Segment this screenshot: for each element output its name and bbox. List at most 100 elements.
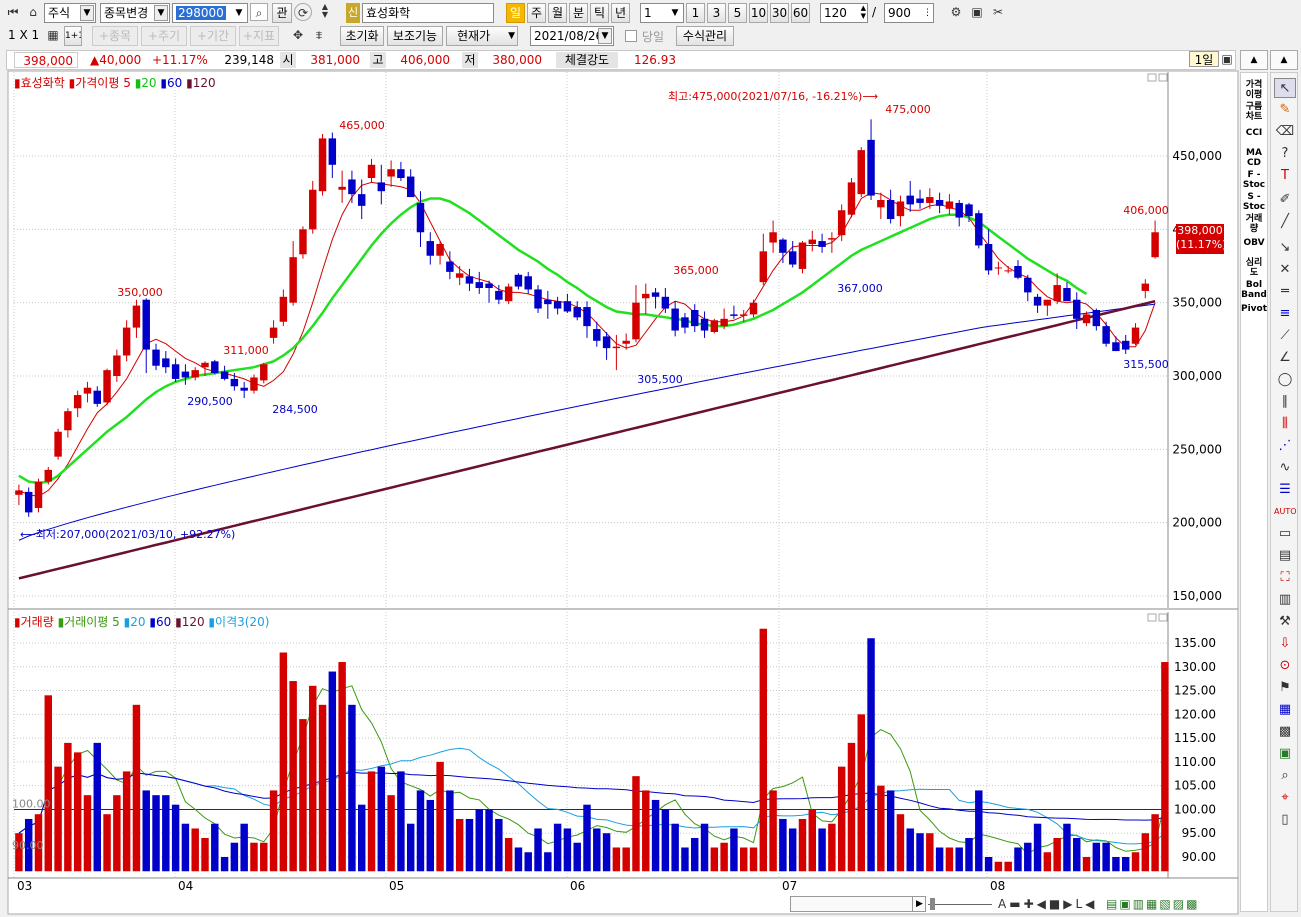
help-icon[interactable]: ▩ [1186, 897, 1200, 911]
crosshair-icon[interactable]: ⌖ [1281, 790, 1289, 805]
indicator-price-ma[interactable]: 가격 이평 [1245, 80, 1263, 100]
indicator-fstoc[interactable]: F - Stoc [1242, 170, 1266, 190]
indicator-obv[interactable]: OBV [1243, 238, 1265, 248]
fan-icon[interactable]: ⋰ [1278, 438, 1292, 453]
layout-b-button[interactable]: 1+1 [64, 26, 82, 46]
table-icon[interactable]: ▦ [47, 28, 59, 42]
period-year-button[interactable]: 년 [611, 3, 630, 23]
eraser-icon[interactable]: ✎ [1279, 102, 1291, 117]
all-delete-icon[interactable]: ⌫ [1275, 124, 1295, 139]
excel-export-icon[interactable]: ▣ [1278, 746, 1292, 761]
bar-icon[interactable]: L [1075, 897, 1086, 911]
tools-icon[interactable]: ✂ [992, 5, 1004, 19]
auto-icon[interactable]: AUTO [1274, 507, 1297, 516]
zoom-in-icon[interactable]: ✚ [1023, 897, 1037, 911]
indicator-volume[interactable]: 거래 량 [1245, 214, 1263, 234]
horizontal-line-icon[interactable]: ═ [1281, 284, 1289, 299]
interval-10-button[interactable]: 10 [749, 3, 768, 23]
minute-select[interactable]: 1 ▼ [640, 3, 684, 23]
indicator-macd[interactable]: MA CD [1246, 148, 1262, 168]
panel-up-icon[interactable]: ▲ [1240, 50, 1268, 70]
add-stock-button[interactable]: +종목 [92, 26, 138, 46]
indicator-pivot[interactable]: Pivot [1240, 304, 1268, 314]
back-icon[interactable]: ⏮ [7, 5, 19, 19]
window-icon[interactable]: ▭ [1278, 526, 1292, 541]
stock-change-select[interactable]: 종목변경 ▼ [100, 3, 170, 23]
prev-icon[interactable]: ◀ [1036, 897, 1049, 911]
export-controls[interactable]: ▤▣▥▦▧▨▩ [1106, 897, 1199, 911]
indicator-psych[interactable]: 심리 도 [1245, 258, 1263, 278]
gwan-button[interactable]: 관 [272, 3, 292, 23]
period-tick-button[interactable]: 틱 [590, 3, 609, 23]
document-icon[interactable]: ▤ [1278, 548, 1292, 563]
excel-icon[interactable]: ▤ [1106, 897, 1120, 911]
horizontal-scrollbar[interactable] [790, 896, 926, 912]
up-down-icon[interactable]: ▲ ▼ [321, 2, 329, 19]
next-icon[interactable]: ▶ [1063, 897, 1076, 911]
price-select[interactable]: 현재가 ▼ [446, 26, 518, 46]
layout-label[interactable]: 1 X 1 [8, 28, 40, 42]
copy-icon[interactable]: ▦ [1146, 897, 1160, 911]
pen-icon[interactable]: ✐ [1279, 192, 1291, 207]
scroll-right-icon[interactable]: ▶ [912, 896, 926, 912]
price-icon[interactable]: ⇩ [1279, 636, 1291, 651]
chart-icon[interactable]: ⛶ [1280, 570, 1290, 585]
stop-icon[interactable]: ■ [1048, 897, 1064, 911]
indicator-cci[interactable]: CCI [1245, 128, 1263, 138]
interval-1-button[interactable]: 1 [686, 3, 705, 23]
first-icon[interactable]: ◀ [1085, 897, 1098, 911]
count-stepper[interactable]: 120 ▲ ▼ [820, 3, 868, 23]
move-icon[interactable]: ✥ [292, 28, 304, 42]
grid-view-icon[interactable]: ▧ [1159, 897, 1173, 911]
date-picker[interactable]: 2021/08/26 ▼ [530, 26, 614, 46]
save-icon[interactable]: ▣ [971, 5, 983, 19]
search-zoom-icon[interactable]: ⌕ [1281, 768, 1289, 783]
text-icon[interactable]: T [1281, 168, 1289, 183]
zoom-out-icon[interactable]: ▬ [1009, 897, 1024, 911]
interval-5-button[interactable]: 5 [728, 3, 747, 23]
panel-up2-icon[interactable]: ▲ [1270, 50, 1298, 70]
magnify-red-icon[interactable]: ⊙ [1279, 658, 1291, 673]
calendar-icon[interactable]: ▩ [1278, 724, 1292, 739]
list-icon[interactable]: ▥ [1278, 592, 1292, 607]
maximize-icon[interactable]: ▣ [1221, 52, 1233, 66]
interval-60-button[interactable]: 60 [791, 3, 810, 23]
cursor-icon[interactable]: ↖ [1274, 78, 1296, 98]
interval-3-button[interactable]: 3 [707, 3, 726, 23]
print-icon[interactable]: ▥ [1132, 897, 1147, 911]
angle-icon[interactable]: ∠ [1279, 350, 1291, 365]
settings-icon[interactable]: ⚙ [950, 5, 962, 19]
ray-icon[interactable]: ⟋ [1280, 328, 1290, 343]
fibonacci-icon[interactable]: ⫼ [1282, 416, 1288, 431]
cross-line-icon[interactable]: ✕ [1279, 262, 1291, 277]
pattern-icon[interactable]: ⩨ [315, 28, 323, 42]
stepper-icon[interactable]: ▲ ▼ [860, 4, 866, 20]
circle-icon[interactable]: ◯ [1277, 372, 1293, 387]
add-period-button[interactable]: +기간 [190, 26, 236, 46]
gann-icon[interactable]: ☰ [1279, 482, 1291, 497]
search-icon[interactable]: ⌕ [250, 3, 268, 21]
trend-line-icon[interactable]: ↘ [1279, 240, 1291, 255]
add-indicator-button[interactable]: +지표 [239, 26, 279, 46]
indicator-sstoc[interactable]: S - Stoc [1242, 192, 1266, 212]
channel-icon[interactable]: ≡ [1279, 306, 1291, 321]
add-cycle-button[interactable]: +주기 [141, 26, 187, 46]
table-view-icon[interactable]: ▦ [1278, 702, 1292, 717]
wrench-icon[interactable]: ⚒ [1279, 614, 1291, 629]
indicator-bollinger[interactable]: Bol Band [1241, 280, 1267, 300]
market-select[interactable]: 주식 ▼ [44, 3, 96, 23]
period-day-button[interactable]: 일 [506, 3, 525, 23]
slot-icon[interactable]: ▯ [1281, 812, 1289, 827]
home-icon[interactable]: ⌂ [29, 5, 37, 19]
zoom-slider[interactable] [928, 898, 992, 910]
nav-controls[interactable]: A▬✚◀■▶L◀ [998, 897, 1098, 911]
line-icon[interactable]: ╱ [1281, 214, 1289, 229]
period-week-button[interactable]: 주 [527, 3, 546, 23]
assist-button[interactable]: 보조기능 [387, 26, 443, 46]
reset-button[interactable]: 초기화 [340, 26, 384, 46]
options-icon[interactable]: ▨ [1172, 897, 1187, 911]
indicator-cloud[interactable]: 구름 차트 [1245, 102, 1263, 122]
formula-button[interactable]: 수식관리 [676, 26, 734, 46]
refresh-icon[interactable]: ⟳ [294, 3, 312, 21]
